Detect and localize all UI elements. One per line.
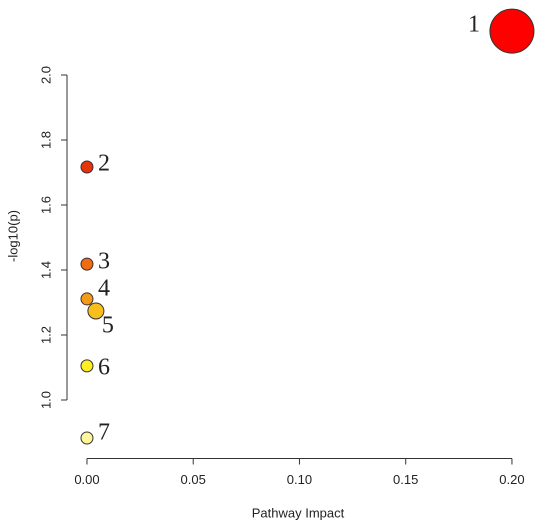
- bubble: [80, 359, 94, 373]
- x-tick-label: 0.20: [499, 472, 524, 487]
- point-label: 1: [468, 12, 480, 38]
- y-axis-title: -log10(p): [5, 210, 20, 262]
- x-axis-title: Pathway Impact: [252, 505, 345, 520]
- point-label: 4: [98, 275, 110, 301]
- point-label: 6: [98, 354, 110, 380]
- point-label: 3: [98, 249, 110, 275]
- x-tick-label: 0.10: [287, 472, 312, 487]
- point-label: 7: [98, 420, 110, 446]
- point-label: 5: [102, 312, 114, 338]
- x-tick-label: 0.15: [393, 472, 418, 487]
- bubble: [80, 292, 94, 306]
- bubble: [489, 8, 535, 54]
- y-tick-label: 1.0: [38, 391, 53, 409]
- y-tick-label: 1.8: [38, 131, 53, 149]
- x-tick-label: 0.00: [74, 472, 99, 487]
- y-tick-label: 1.4: [38, 261, 53, 279]
- bubble: [87, 302, 105, 320]
- y-tick-label: 1.6: [38, 196, 53, 214]
- bubble: [80, 431, 94, 445]
- y-tick-label: 1.2: [38, 326, 53, 344]
- bubble: [80, 257, 94, 271]
- x-tick-label: 0.05: [181, 472, 206, 487]
- y-tick-label: 2.0: [38, 66, 53, 84]
- point-label: 2: [98, 150, 110, 176]
- bubble: [80, 160, 94, 174]
